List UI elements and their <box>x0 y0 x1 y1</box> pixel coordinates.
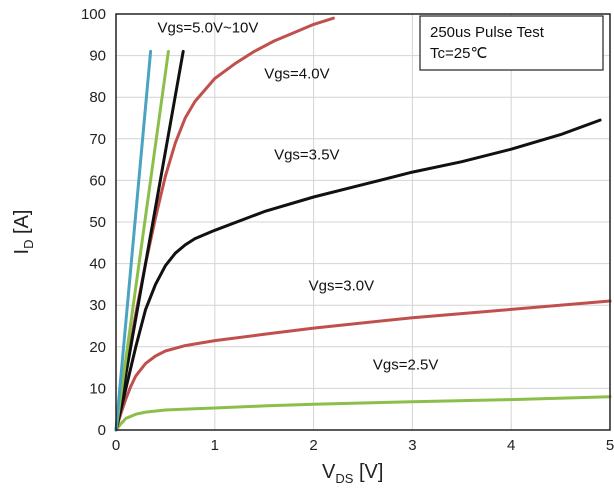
y-axis-label-unit: [A] <box>11 210 33 240</box>
test-condition-note: 250us Pulse Test Tc=25℃ <box>419 15 604 71</box>
y-tick-label-2: 20 <box>89 339 106 356</box>
y-tick-label-7: 70 <box>89 131 106 148</box>
x-tick-label-0: 0 <box>112 437 120 454</box>
series-lines <box>114 16 612 432</box>
x-tick-label-3: 3 <box>408 437 416 454</box>
plot-frame <box>115 13 611 431</box>
series-annotations: Vgs=5.0V~10V Vgs=4.0V Vgs=3.5V Vgs=3.0V Vgs=… <box>157 20 438 374</box>
y-axis-label-main: I <box>11 249 33 255</box>
note-line-2: Tc=25℃ <box>430 45 487 62</box>
annotation-0: Vgs=5.0V~10V <box>157 20 258 37</box>
annotation-2: Vgs=3.5V <box>274 147 339 164</box>
series-line-1 <box>114 299 612 432</box>
note-box <box>419 15 604 71</box>
annotation-3: Vgs=3.0V <box>309 278 374 295</box>
series-line-0 <box>114 395 612 432</box>
annotation-4: Vgs=2.5V <box>373 357 438 374</box>
annotation-1: Vgs=4.0V <box>264 65 329 82</box>
y-tick-label-5: 50 <box>89 214 106 231</box>
x-axis-label: VDS [V] <box>322 461 383 486</box>
y-axis-label-sub: D <box>21 240 36 249</box>
x-tick-labels: 0 1 2 3 4 5 <box>112 437 614 454</box>
y-tick-label-6: 60 <box>89 172 106 189</box>
x-tick-label-1: 1 <box>211 437 219 454</box>
y-tick-label-10: 100 <box>81 6 106 23</box>
series-line-2 <box>114 118 602 432</box>
series-line-5 <box>114 49 170 432</box>
y-tick-label-3: 30 <box>89 297 106 314</box>
x-tick-label-5: 5 <box>606 437 614 454</box>
y-axis-label: ID [A] <box>11 210 36 255</box>
y-tick-label-8: 80 <box>89 89 106 106</box>
y-tick-label-9: 90 <box>89 48 106 65</box>
x-axis-label-main: V <box>322 461 336 483</box>
y-tick-label-4: 40 <box>89 256 106 273</box>
x-axis-label-sub: DS <box>335 471 353 486</box>
x-tick-label-2: 2 <box>309 437 317 454</box>
y-tick-labels: 0 10 20 30 40 50 60 70 80 90 100 <box>81 6 106 439</box>
x-axis-label-unit: [V] <box>353 461 383 483</box>
y-tick-label-1: 10 <box>89 380 106 397</box>
series-line-4 <box>114 49 185 432</box>
series-line-6 <box>114 49 153 432</box>
x-tick-label-4: 4 <box>507 437 515 454</box>
y-tick-label-0: 0 <box>98 422 106 439</box>
note-line-1: 250us Pulse Test <box>430 24 545 41</box>
